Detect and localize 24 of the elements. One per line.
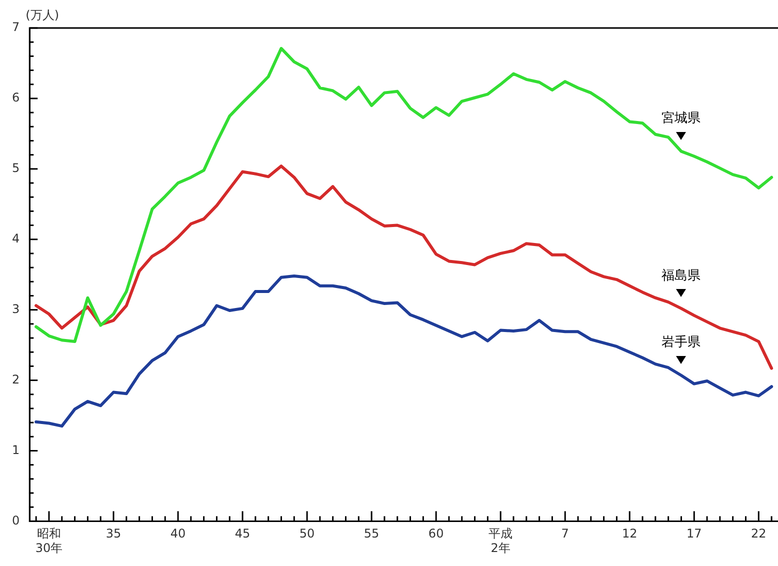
x-tick-label: 昭和 30年 xyxy=(35,526,63,555)
y-tick-label: 5 xyxy=(12,161,20,176)
y-tick-label: 4 xyxy=(12,231,20,246)
y-tick-label: 2 xyxy=(12,372,20,386)
x-tick-label: 45 xyxy=(234,526,250,541)
series-label: 福島県 xyxy=(662,268,701,284)
y-tick-label: 0 xyxy=(12,513,20,528)
x-tick-label: 35 xyxy=(106,526,122,541)
y-tick-label: 7 xyxy=(12,20,20,34)
x-tick-label: 50 xyxy=(299,526,315,541)
x-tick-label: 7 xyxy=(561,526,569,541)
x-tick-label: 55 xyxy=(364,526,380,541)
y-tick-label: 1 xyxy=(12,442,20,457)
y-tick-label: 3 xyxy=(12,302,20,316)
x-tick-label: 40 xyxy=(170,526,186,541)
y-tick-label: 6 xyxy=(12,90,20,105)
series-label: 岩手県 xyxy=(662,335,701,350)
x-tick-label: 12 xyxy=(622,526,638,541)
x-tick-label: 平成 2年 xyxy=(488,526,513,555)
y-axis-title: (万人) xyxy=(26,8,60,22)
x-tick-label: 22 xyxy=(751,526,766,541)
x-tick-label: 60 xyxy=(428,526,444,541)
x-tick-label: 17 xyxy=(686,526,702,541)
series-label: 宮城県 xyxy=(662,110,701,126)
